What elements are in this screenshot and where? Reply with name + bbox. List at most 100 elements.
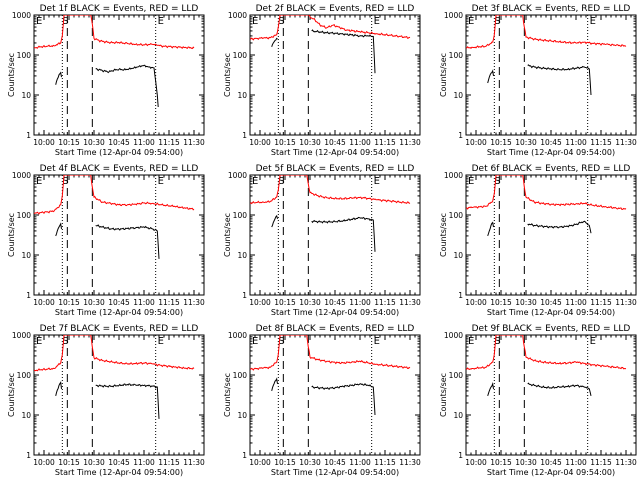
panel-title: Det 7f BLACK = Events, RED = LLD [40, 324, 199, 334]
start-marker-label: S [494, 336, 500, 347]
x-tick-label: 11:30 [615, 458, 637, 467]
x-tick-label: 10:15 [490, 458, 512, 467]
events-series-line-2 [527, 64, 592, 96]
x-tick-label: 10:45 [324, 298, 346, 307]
panel-title: Det 1f BLACK = Events, RED = LLD [40, 4, 199, 14]
x-tick-label: 11:00 [349, 138, 371, 147]
lld-series-line-1 [34, 335, 195, 372]
y-tick-label: 10 [237, 251, 247, 260]
y-axis-label: Counts/sec [223, 53, 232, 97]
x-tick-label: 11:15 [590, 298, 612, 307]
events-series-line-1 [271, 37, 278, 47]
y-tick-label: 100 [233, 51, 248, 60]
x-tick-label: 11:15 [158, 458, 180, 467]
panel-6: Det 6f BLACK = Events, RED = LLD 1 10 100 10… [439, 164, 637, 317]
x-tick-label: 11:15 [374, 458, 396, 467]
x-tick-label: 10:45 [540, 298, 562, 307]
x-tick-label: 11:30 [183, 298, 205, 307]
events-series-line-1 [55, 381, 62, 397]
x-tick-label: 10:30 [515, 298, 537, 307]
x-axis-label: Start Time (12-Apr-04 09:54:00) [55, 308, 183, 317]
y-axis-label: Counts/sec [223, 373, 232, 417]
events-series-line-2 [95, 224, 160, 259]
x-tick-label: 11:00 [565, 458, 587, 467]
x-tick-label: 10:45 [108, 298, 130, 307]
y-tick-label: 1 [458, 451, 463, 460]
x-tick-label: 10:00 [249, 298, 271, 307]
events-series-line-1 [55, 71, 62, 85]
y-tick-label: 1000 [228, 331, 247, 340]
x-tick-label: 10:30 [83, 138, 105, 147]
x-tick-label: 10:00 [465, 138, 487, 147]
x-tick-label: 10:15 [58, 138, 80, 147]
x-axis-label: Start Time (12-Apr-04 09:54:00) [487, 308, 615, 317]
end-marker-label-left: E [252, 336, 258, 347]
y-tick-label: 1 [26, 131, 31, 140]
x-tick-label: 10:00 [33, 458, 55, 467]
x-tick-label: 11:30 [399, 138, 421, 147]
plot-frame [465, 14, 637, 136]
x-tick-label: 10:45 [108, 138, 130, 147]
x-tick-label: 11:30 [183, 458, 205, 467]
panel-2: Det 2f BLACK = Events, RED = LLD 1 10 100 10… [223, 4, 421, 157]
events-series-line-2 [311, 216, 376, 252]
x-tick-label: 10:00 [465, 458, 487, 467]
x-axis-label: Start Time (12-Apr-04 09:54:00) [55, 148, 183, 157]
plot-frame [465, 174, 637, 296]
x-tick-label: 11:15 [590, 138, 612, 147]
end-marker-label-right: E [590, 16, 596, 27]
x-tick-label: 11:00 [133, 138, 155, 147]
x-tick-label: 10:00 [33, 138, 55, 147]
x-tick-label: 10:30 [83, 458, 105, 467]
end-marker-label-right: E [374, 336, 380, 347]
plot-frame [249, 334, 421, 456]
x-tick-label: 11:15 [374, 298, 396, 307]
x-tick-label: 10:45 [324, 138, 346, 147]
y-axis-label: Counts/sec [439, 213, 448, 257]
y-tick-label: 10 [453, 91, 463, 100]
plot-frame [465, 334, 637, 456]
events-series-line-1 [487, 221, 494, 237]
events-series-line-2 [311, 29, 376, 74]
start-marker-label: S [494, 16, 500, 27]
panel-1: Det 1f BLACK = Events, RED = LLD 1 10 100 10… [7, 4, 205, 157]
panel-title: Det 5f BLACK = Events, RED = LLD [256, 164, 415, 174]
panel-7: Det 7f BLACK = Events, RED = LLD 1 10 100 10… [7, 324, 205, 477]
plot-frame [249, 174, 421, 296]
end-marker-label-left: E [252, 16, 258, 27]
y-tick-label: 10 [237, 91, 247, 100]
panel-title: Det 9f BLACK = Events, RED = LLD [472, 324, 631, 334]
x-tick-label: 10:45 [540, 458, 562, 467]
y-tick-label: 10 [21, 411, 31, 420]
y-axis-label: Counts/sec [7, 373, 16, 417]
lld-series-line-1 [34, 175, 195, 215]
x-tick-label: 10:45 [108, 458, 130, 467]
y-tick-label: 1000 [228, 11, 247, 20]
lld-series-line-1 [250, 175, 411, 205]
end-marker-label-left: E [36, 336, 42, 347]
events-series-line-1 [55, 222, 62, 237]
panel-5: Det 5f BLACK = Events, RED = LLD 1 10 100 10… [223, 164, 421, 317]
x-axis-label: Start Time (12-Apr-04 09:54:00) [487, 468, 615, 477]
y-tick-label: 100 [233, 371, 248, 380]
x-tick-label: 11:00 [349, 298, 371, 307]
end-marker-label-left: E [468, 336, 474, 347]
y-tick-label: 1 [242, 131, 247, 140]
y-tick-label: 10 [21, 251, 31, 260]
panel-4: Det 4f BLACK = Events, RED = LLD 1 10 100 10… [7, 164, 205, 317]
start-marker-label: S [278, 336, 284, 347]
y-tick-label: 1000 [444, 331, 463, 340]
x-axis-label: Start Time (12-Apr-04 09:54:00) [271, 148, 399, 157]
x-tick-label: 11:15 [158, 298, 180, 307]
x-tick-label: 11:00 [133, 458, 155, 467]
lld-series-line-1 [466, 175, 627, 210]
x-tick-label: 10:15 [490, 298, 512, 307]
end-marker-label-right: E [158, 16, 164, 27]
y-tick-label: 1 [242, 291, 247, 300]
x-tick-label: 11:15 [590, 458, 612, 467]
start-marker-label: S [62, 16, 68, 27]
x-tick-label: 11:30 [399, 298, 421, 307]
y-axis-label: Counts/sec [7, 53, 16, 97]
x-tick-label: 10:00 [249, 138, 271, 147]
x-tick-label: 10:15 [58, 458, 80, 467]
